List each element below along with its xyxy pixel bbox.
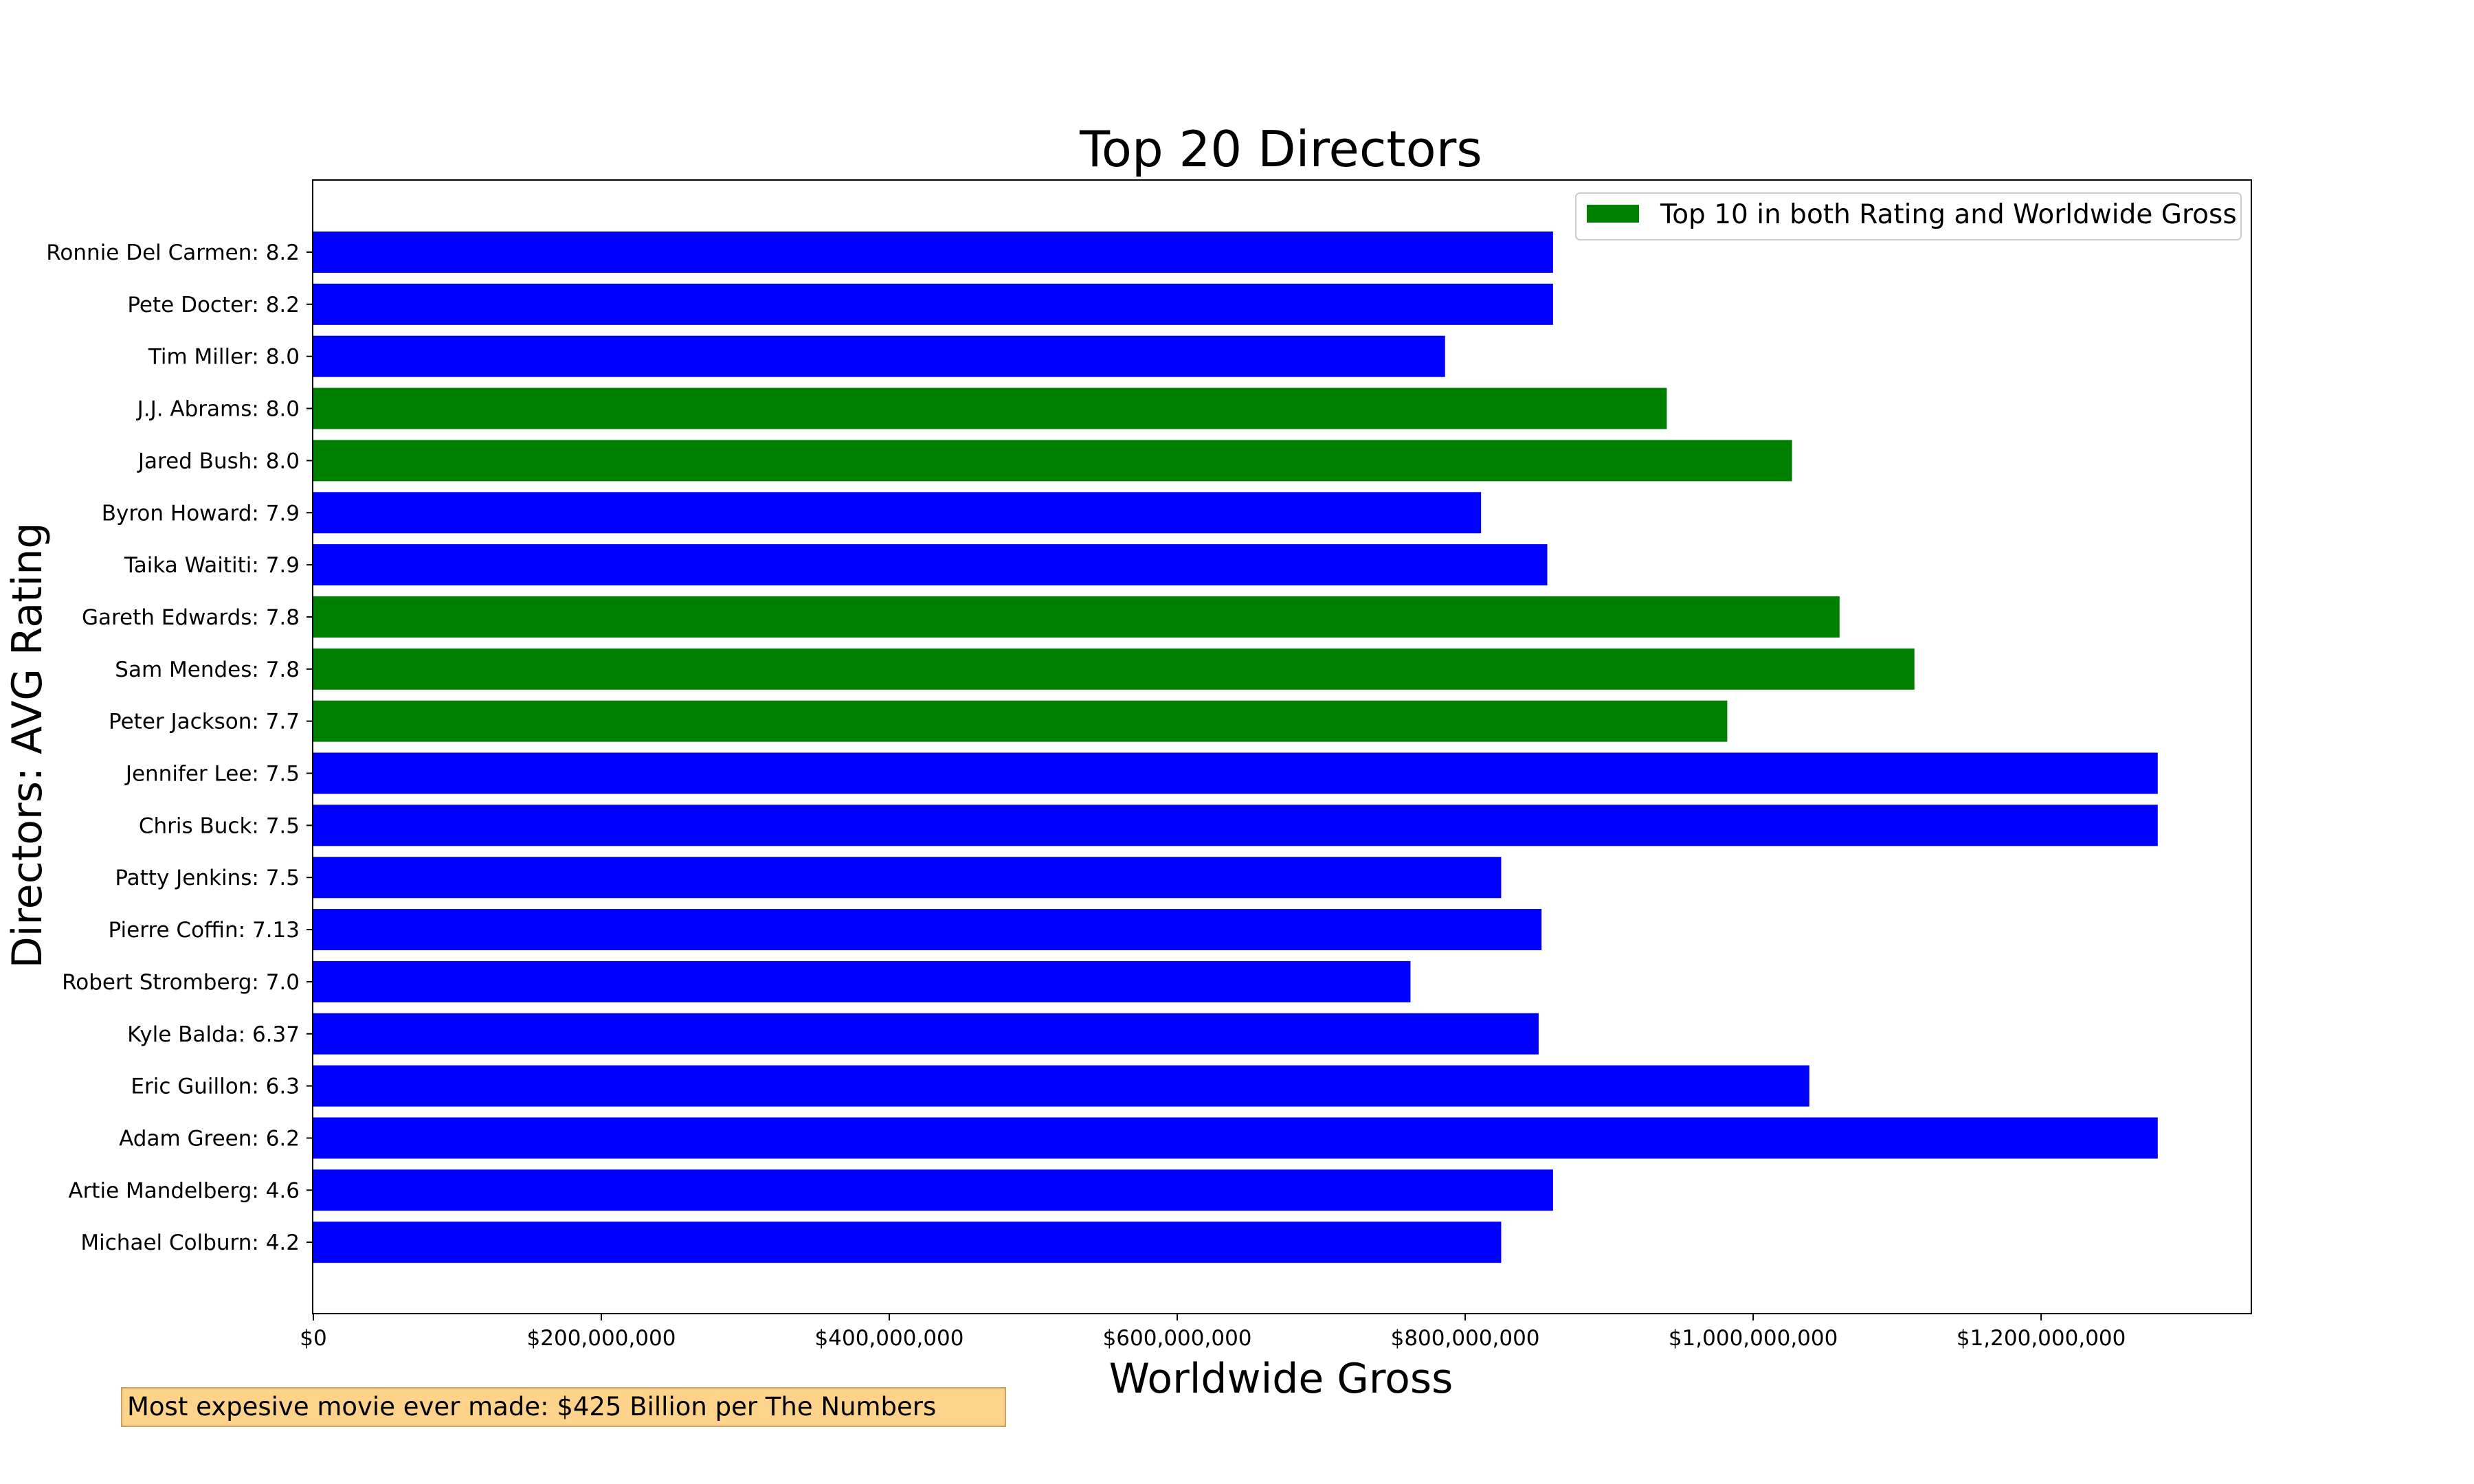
y-tick-label: Peter Jackson: 7.7 [109, 710, 300, 734]
y-tick-label: Byron Howard: 7.9 [102, 501, 300, 526]
bar [313, 857, 1502, 899]
x-tick-label: $1,000,000,000 [1669, 1326, 1838, 1351]
legend-label: Top 10 in both Rating and Worldwide Gros… [1660, 199, 2237, 230]
x-tick-label: $800,000,000 [1391, 1326, 1540, 1351]
y-tick-label: Patty Jenkins: 7.5 [115, 866, 300, 890]
y-tick-label: Michael Colburn: 4.2 [80, 1230, 300, 1255]
y-tick-label: Sam Mendes: 7.8 [115, 657, 300, 682]
bar [313, 909, 1542, 951]
y-ticks-group: Ronnie Del Carmen: 8.2 Pete Docter: 8.2 Ti… [46, 240, 313, 1255]
y-tick-label: Chris Buck: 7.5 [139, 813, 300, 838]
bar [313, 1117, 2158, 1159]
bar [313, 1013, 1539, 1055]
bar [313, 492, 1482, 534]
bar [313, 387, 1667, 429]
y-tick-label: Pete Docter: 8.2 [127, 293, 300, 317]
y-tick-label: Artie Mandelberg: 4.6 [68, 1178, 300, 1203]
legend: Top 10 in both Rating and Worldwide Gros… [1575, 192, 2242, 240]
bar [313, 440, 1792, 482]
x-ticks-group: $0 $200,000,000 $400,000,000 $600,000,000 $8… [300, 1314, 2126, 1351]
y-tick-label: Ronnie Del Carmen: 8.2 [46, 240, 300, 265]
chart-title: Top 20 Directors [1079, 120, 1482, 178]
y-axis-label: Directors: AVG Rating [3, 523, 52, 969]
bar [313, 805, 2158, 846]
y-tick-label: Pierre Coffin: 7.13 [109, 918, 300, 943]
bar [313, 232, 1553, 273]
y-tick-label: Taika Waititi: 7.9 [124, 553, 300, 578]
bar [313, 596, 1840, 638]
y-tick-label: Tim Miller: 8.0 [148, 345, 300, 370]
bar [313, 544, 1548, 586]
bar [313, 1065, 1809, 1107]
bar [313, 960, 1411, 1002]
y-tick-label: Adam Green: 6.2 [119, 1126, 300, 1151]
bars-group [313, 232, 2158, 1263]
y-tick-label: Eric Guillon: 6.3 [131, 1075, 300, 1099]
bar [313, 335, 1445, 377]
legend-swatch [1587, 205, 1639, 223]
x-tick-label: $600,000,000 [1103, 1326, 1252, 1351]
y-tick-label: Kyle Balda: 6.37 [127, 1022, 300, 1047]
plot-frame [312, 179, 2252, 1314]
y-tick-label: Robert Stromberg: 7.0 [62, 970, 300, 995]
x-tick-label: $1,200,000,000 [1957, 1326, 2126, 1351]
x-tick-label: $200,000,000 [527, 1326, 676, 1351]
bar [313, 700, 1728, 742]
legend-box [1575, 192, 2242, 240]
y-tick-label: Jennifer Lee: 7.5 [124, 762, 300, 787]
x-axis-label: Worldwide Gross [1109, 1355, 1453, 1403]
x-tick-label: $400,000,000 [815, 1326, 964, 1351]
bar [313, 283, 1553, 325]
x-tick-label: $0 [300, 1326, 326, 1351]
y-tick-label: Gareth Edwards: 7.8 [82, 605, 300, 630]
y-tick-label: J.J. Abrams: 8.0 [136, 397, 300, 422]
bar [313, 1169, 1553, 1211]
bar [313, 1222, 1502, 1263]
bar [313, 648, 1915, 690]
y-tick-label: Jared Bush: 8.0 [137, 449, 300, 473]
annotation-note: Most expesive movie ever made: $425 Bill… [121, 1387, 1006, 1427]
bar [313, 752, 2158, 794]
